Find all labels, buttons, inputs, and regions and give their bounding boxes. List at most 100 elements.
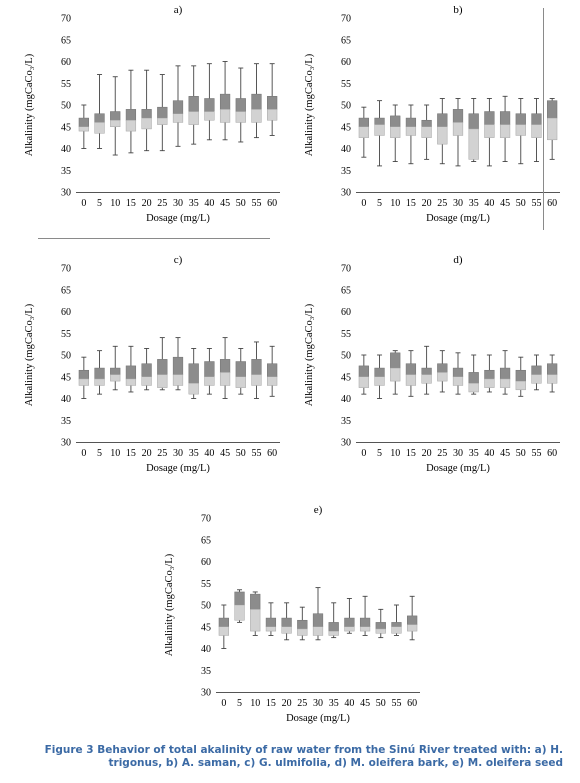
box-10 [110, 76, 121, 156]
y-tick-label: 70 [341, 14, 351, 25]
y-tick-label: 65 [61, 285, 71, 296]
x-tick-label: 40 [204, 448, 214, 459]
box-lower-half [531, 124, 542, 138]
y-tick-label: 30 [341, 438, 351, 449]
x-tick-label: 50 [236, 198, 246, 209]
box-lower-half [484, 124, 495, 138]
box-upper-half [531, 113, 542, 125]
y-tick-label: 70 [61, 14, 71, 25]
x-tick-label: 10 [250, 698, 260, 709]
y-tick-label: 55 [341, 79, 351, 90]
box-5 [234, 589, 245, 623]
x-tick-label: 35 [329, 698, 339, 709]
x-tick-label: 35 [189, 198, 199, 209]
box-lower-half [359, 626, 371, 632]
box-upper-half [375, 622, 386, 630]
y-tick-label: 30 [61, 188, 71, 199]
x-axis-title: Dosage (mg/L) [286, 713, 350, 724]
box-lower-half [407, 624, 418, 632]
box-upper-half [78, 369, 89, 380]
y-tick-label: 50 [341, 101, 351, 112]
box-lower-half [374, 376, 385, 386]
y-tick-label: 60 [61, 57, 71, 68]
box-lower-half [157, 374, 168, 388]
box-upper-half [374, 117, 385, 125]
box-10 [110, 345, 121, 391]
x-tick-label: 0 [221, 698, 226, 709]
box-upper-half [468, 113, 479, 130]
panel-a-svg: a) 30 35 40 45 50 55 60 65 70 0 5 10 15 20 25 30 35 40 45 50… [24, 4, 280, 224]
box-15 [265, 602, 277, 636]
box-upper-half [125, 365, 137, 380]
y-tick-label: 50 [61, 101, 71, 112]
x-tick-label: 40 [204, 198, 214, 209]
figure-caption: Figure 3 Behavior of total akalinity of … [44, 744, 563, 769]
box-lower-half [484, 378, 495, 388]
box-30 [172, 337, 184, 391]
y-tick-label: 35 [341, 166, 351, 177]
box-upper-half [358, 117, 369, 128]
box-upper-half [234, 591, 245, 606]
y-tick-label: 40 [201, 644, 211, 655]
y-tick-label: 60 [341, 307, 351, 318]
box-lower-half [358, 126, 369, 138]
y-tick-label: 70 [341, 264, 351, 275]
x-tick-label: 55 [251, 198, 261, 209]
y-tick-label: 30 [61, 438, 71, 449]
x-tick-label: 60 [407, 698, 417, 709]
y-tick-label: 40 [341, 394, 351, 405]
y-tick-label: 30 [341, 188, 351, 199]
x-axis-title: Dosage (mg/L) [146, 213, 210, 224]
box-50 [515, 356, 526, 397]
box-upper-half [344, 617, 355, 628]
box-upper-half [78, 117, 89, 128]
box-25 [157, 74, 168, 152]
box-45 [359, 595, 371, 636]
x-tick-label: 45 [500, 448, 510, 459]
box-45 [219, 337, 231, 399]
y-tick-label: 40 [61, 394, 71, 405]
box-35 [468, 98, 479, 163]
x-tick-label: 0 [361, 198, 366, 209]
box-lower-half [391, 626, 402, 634]
box-5 [374, 354, 385, 399]
box-lower-half [251, 109, 262, 123]
box-lower-half [515, 380, 526, 391]
x-tick-label: 20 [142, 198, 152, 209]
box-upper-half [235, 98, 246, 112]
x-tick-label: 15 [126, 448, 136, 459]
box-upper-half [188, 363, 199, 384]
y-tick-label: 30 [201, 688, 211, 699]
x-tick-label: 40 [344, 698, 354, 709]
x-tick-label: 55 [391, 698, 401, 709]
panel-e-svg: e) 30 35 40 45 50 55 60 65 70 0 5 10 15 20 25 30 35 40 45 50… [164, 504, 420, 724]
box-0 [218, 604, 229, 649]
box-upper-half [421, 367, 432, 375]
box-upper-half [172, 100, 184, 114]
box-lower-half [172, 374, 184, 386]
y-tick-label: 45 [341, 122, 351, 133]
box-30 [172, 65, 184, 147]
box-55 [531, 354, 542, 391]
box-upper-half [515, 113, 526, 125]
box-upper-half [141, 363, 152, 377]
box-lower-half [297, 628, 308, 636]
box-lower-half [94, 378, 105, 386]
box-lower-half [141, 117, 152, 130]
x-tick-label: 25 [437, 448, 447, 459]
panel-e: e) 30 35 40 45 50 55 60 65 70 0 5 10 15 20 25 30 35 40 45 50… [158, 500, 428, 732]
panel-b-svg: b) 30 35 40 45 50 55 60 65 70 0 5 10 15 20 25 30 35 40 45 50… [304, 4, 560, 224]
box-lower-half [421, 126, 432, 138]
box-15 [405, 104, 417, 165]
box-lower-half [547, 374, 558, 384]
box-lower-half [437, 126, 448, 145]
box-lower-half [358, 376, 369, 388]
box-lower-half [468, 383, 479, 393]
y-tick-label: 35 [341, 416, 351, 427]
y-axis-title: Alkalinity (mgCaCo₃/L) [24, 303, 35, 406]
box-lower-half [452, 376, 464, 386]
box-40 [484, 354, 495, 393]
x-tick-label: 0 [81, 448, 86, 459]
box-30 [312, 587, 324, 641]
panel-label: e) [314, 504, 323, 516]
